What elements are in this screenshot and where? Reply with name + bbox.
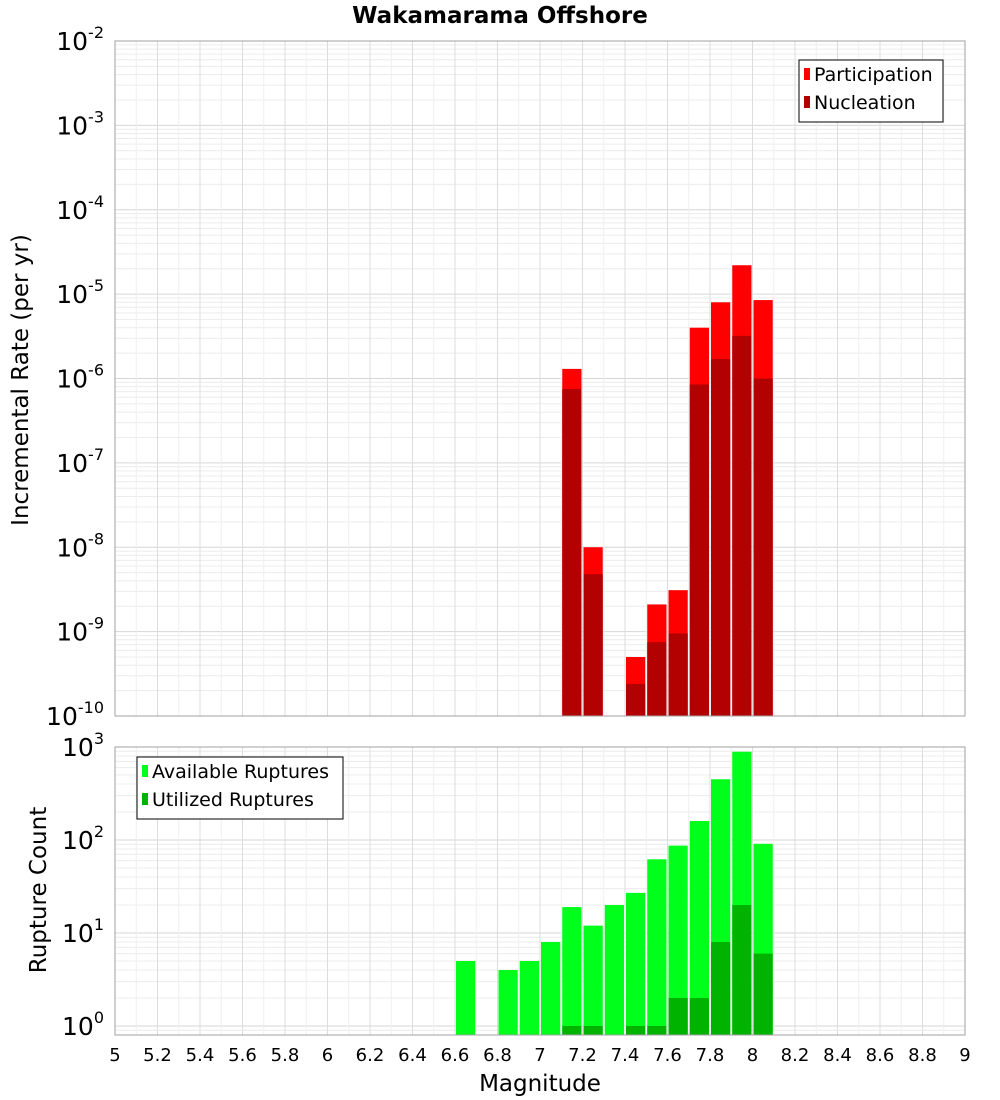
y-tick-label: 100 xyxy=(62,1008,104,1041)
y-tick-label: 102 xyxy=(62,822,104,855)
available-ruptures-bar xyxy=(689,821,709,1035)
nucleation-bar xyxy=(732,335,752,716)
utilized-ruptures-bar xyxy=(732,904,752,1035)
utilized-ruptures-bar xyxy=(689,997,709,1035)
x-tick-label: 7.2 xyxy=(568,1045,597,1066)
nucleation-bar xyxy=(583,574,603,716)
utilized-ruptures-bar xyxy=(562,1025,582,1035)
legend-box xyxy=(798,59,944,123)
nucleation-bar xyxy=(711,359,731,716)
nucleation-bar xyxy=(647,642,667,716)
x-tick-label: 7 xyxy=(534,1045,545,1066)
y-tick-label: 10-9 xyxy=(56,614,104,647)
x-tick-label: 8.4 xyxy=(823,1045,852,1066)
available-ruptures-bar xyxy=(626,892,646,1035)
x-tick-label: 7.4 xyxy=(611,1045,640,1066)
utilized-ruptures-bar xyxy=(626,1025,646,1035)
x-tick-label: 5.2 xyxy=(143,1045,172,1066)
x-tick-label: 6.2 xyxy=(356,1045,385,1066)
x-tick-label: 6.6 xyxy=(441,1045,470,1066)
x-tick-label: 7.6 xyxy=(653,1045,682,1066)
utilized-ruptures-bar xyxy=(583,1025,603,1035)
available-ruptures-bar xyxy=(583,925,603,1035)
plot-frame xyxy=(114,40,966,717)
available-ruptures-bar xyxy=(562,907,582,1035)
x-tick-label: 6.8 xyxy=(483,1045,512,1066)
nucleation-bar xyxy=(668,633,688,716)
y-tick-label: 101 xyxy=(62,915,104,948)
x-tick-label: 6.4 xyxy=(398,1045,427,1066)
available-ruptures-bar xyxy=(668,845,688,1035)
x-tick-label: 8.2 xyxy=(781,1045,810,1066)
x-tick-label: 8 xyxy=(747,1045,758,1066)
utilized-ruptures-legend-swatch xyxy=(142,793,148,805)
x-axis-label: Magnitude xyxy=(479,1071,601,1097)
available-ruptures-legend-swatch xyxy=(142,765,148,777)
available-ruptures-legend-label: Available Ruptures xyxy=(152,761,329,783)
x-tick-label: 5.6 xyxy=(228,1045,257,1066)
y-tick-label: 10-10 xyxy=(46,698,104,731)
x-tick-label: 8.8 xyxy=(908,1045,937,1066)
utilized-ruptures-legend-label: Utilized Ruptures xyxy=(152,789,314,811)
legend-box xyxy=(136,756,344,820)
x-tick-label: 8.6 xyxy=(866,1045,895,1066)
nucleation-bar xyxy=(689,384,709,716)
y-tick-label: 10-3 xyxy=(56,107,104,140)
x-tick-label: 7.8 xyxy=(696,1045,725,1066)
utilized-ruptures-bar xyxy=(753,953,773,1035)
y-tick-label: 103 xyxy=(62,729,104,762)
x-tick-label: 6 xyxy=(322,1045,333,1066)
nucleation-legend-label: Nucleation xyxy=(814,92,916,114)
nucleation-bar xyxy=(562,389,582,716)
plot-frame xyxy=(114,746,966,1036)
top-y-axis-label: Incremental Rate (per yr) xyxy=(8,234,34,526)
utilized-ruptures-bar xyxy=(647,1025,667,1035)
participation-legend-label: Participation xyxy=(814,64,933,86)
available-ruptures-bar xyxy=(541,942,561,1035)
available-ruptures-bar xyxy=(456,960,476,1035)
utilized-ruptures-bar xyxy=(711,942,731,1035)
y-tick-label: 10-7 xyxy=(56,445,104,478)
x-tick-label: 5 xyxy=(109,1045,120,1066)
rupture-count-plot: 100 101 102 103 Available Ruptures Utilized R… xyxy=(62,729,971,1066)
participation-legend-swatch xyxy=(804,68,810,80)
x-tick-label: 9 xyxy=(959,1045,970,1066)
y-tick-label: 10-5 xyxy=(56,276,104,309)
x-tick-label: 5.4 xyxy=(186,1045,215,1066)
y-tick-label: 10-8 xyxy=(56,529,104,562)
rate-plot: 10-10 10-9 10-8 10-7 10-6 10-5 10-4 10-3 10-2 Par… xyxy=(46,23,966,731)
available-ruptures-bar xyxy=(647,859,667,1035)
y-tick-label: 10-2 xyxy=(56,23,104,56)
available-ruptures-bar xyxy=(498,969,518,1035)
available-ruptures-bar xyxy=(519,960,539,1035)
nucleation-bar xyxy=(626,683,646,716)
utilized-ruptures-bar xyxy=(668,997,688,1035)
chart-title: Wakamarama Offshore xyxy=(352,3,648,29)
nucleation-bar xyxy=(753,378,773,716)
x-tick-label: 5.8 xyxy=(271,1045,300,1066)
y-tick-label: 10-4 xyxy=(56,192,104,225)
bottom-y-axis-label: Rupture Count xyxy=(26,807,52,973)
y-tick-label: 10-6 xyxy=(56,361,104,394)
available-ruptures-bar xyxy=(604,904,624,1035)
nucleation-legend-swatch xyxy=(804,96,810,108)
